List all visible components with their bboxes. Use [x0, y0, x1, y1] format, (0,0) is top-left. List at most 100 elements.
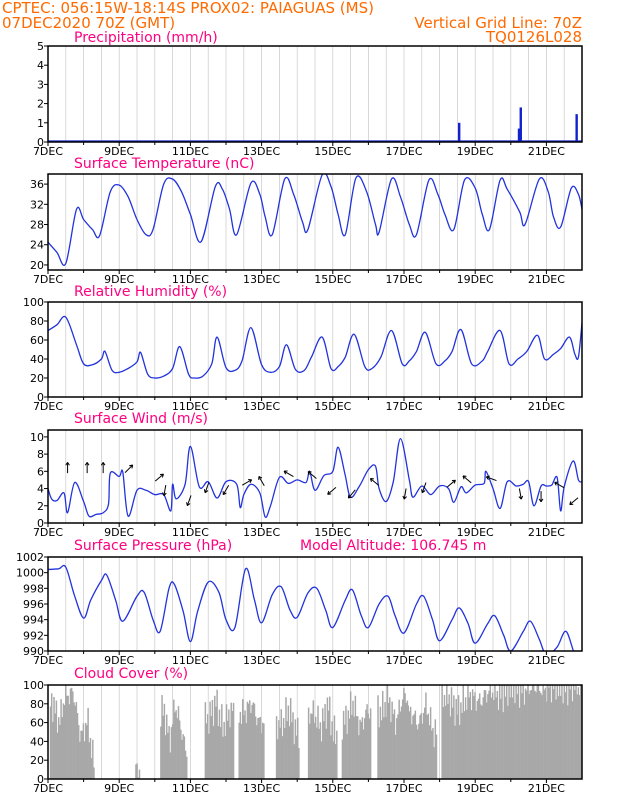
- cloud-bar: [482, 697, 484, 779]
- cloud-bar: [399, 711, 402, 779]
- x-tick-label: 19DEC: [457, 782, 494, 795]
- cloud-bar: [520, 685, 522, 779]
- wind-arrow: [446, 479, 456, 488]
- y-tick-label: 60: [30, 717, 44, 730]
- cloud-bar: [384, 702, 386, 779]
- cloud-bar: [249, 700, 251, 779]
- cloud-bar: [204, 702, 207, 779]
- rh-title: Relative Humidity (%): [74, 284, 227, 300]
- cloud-bar: [554, 685, 556, 779]
- y-tick-label: 28: [30, 219, 44, 232]
- cloud-bar: [50, 693, 53, 779]
- wind-arrow-head: [554, 481, 559, 486]
- cloud-bar: [252, 702, 255, 779]
- x-tick-label: 21DEC: [528, 273, 565, 286]
- wind-arrow: [569, 497, 579, 506]
- y-tick-label: 0: [37, 773, 44, 786]
- cloud-bar: [55, 700, 58, 779]
- cloud-bar: [86, 725, 88, 779]
- cloud-bar: [394, 734, 397, 779]
- cloud-bar: [463, 711, 466, 779]
- wind-arrow-shaft: [554, 481, 565, 489]
- cloud-bar: [533, 685, 535, 779]
- cloud-bar: [228, 709, 230, 779]
- cloud-bar: [508, 685, 510, 779]
- pressure-title: Surface Pressure (hPa): [74, 538, 232, 554]
- cloud-bar: [529, 690, 531, 779]
- cloud-bar: [446, 685, 448, 779]
- cloud-bar: [256, 725, 258, 779]
- cloud-bar: [184, 750, 187, 779]
- cloud-bar: [569, 689, 571, 779]
- rh-series-line: [48, 315, 582, 379]
- cloud-bar: [229, 727, 231, 779]
- cloud-bar: [459, 725, 461, 779]
- cloud-bar: [556, 685, 558, 779]
- cloud-bar: [239, 711, 242, 779]
- cloud-bar: [495, 697, 497, 779]
- cloud-bar: [396, 718, 398, 779]
- cloud-bar: [135, 764, 137, 779]
- wind-arrow: [154, 473, 164, 482]
- precip-title: Precipitation (mm/h): [74, 30, 218, 46]
- press-series-line: [48, 564, 575, 651]
- cloud-bar: [448, 694, 450, 779]
- x-tick-label: 17DEC: [385, 654, 422, 667]
- wind-arrow-head: [283, 470, 288, 475]
- cloud-bar: [570, 685, 573, 779]
- cloud-bar: [287, 705, 290, 779]
- cloud-bar: [408, 711, 411, 779]
- cloud-bar: [221, 704, 223, 779]
- wind-arrow: [241, 479, 253, 486]
- precip-bar: [517, 128, 521, 142]
- wind-arrow-shaft: [486, 476, 497, 482]
- cloud-bar: [514, 703, 516, 779]
- cloud-bar: [381, 690, 384, 779]
- cloud-bar: [515, 685, 517, 779]
- cloud-bar: [214, 695, 216, 779]
- y-tick-label: 36: [30, 178, 44, 191]
- wind-arrow: [462, 475, 472, 484]
- model-id: TQ0126L028: [485, 28, 582, 46]
- cloud-bar: [577, 687, 580, 779]
- x-tick-label: 7DEC: [33, 526, 63, 539]
- cloud-bar: [487, 694, 489, 779]
- cloud-bar: [177, 706, 180, 779]
- cloud-bar: [405, 702, 407, 779]
- cloud-bar: [164, 735, 167, 779]
- x-tick-label: 11DEC: [172, 273, 209, 286]
- cloud-bar: [345, 705, 347, 779]
- cloud-bar: [572, 685, 575, 779]
- x-tick-label: 21DEC: [528, 145, 565, 158]
- wind-content: [48, 437, 582, 519]
- cloud-bar: [307, 707, 310, 779]
- wind-arrow-head: [347, 494, 352, 499]
- y-tick-label: 40: [30, 353, 44, 366]
- cloud-bar: [285, 697, 287, 779]
- cloud-bar: [364, 718, 366, 779]
- y-tick-label: 3: [37, 78, 44, 91]
- wind-arrow-shaft: [307, 471, 317, 479]
- cloud-bar: [425, 692, 427, 779]
- cloud-bar: [563, 685, 566, 779]
- cloud-bar: [166, 714, 168, 779]
- x-tick-label: 9DEC: [104, 782, 134, 795]
- cloud-bar: [511, 697, 514, 779]
- cloud-bar: [59, 724, 61, 779]
- wind-arrow: [485, 475, 497, 482]
- cloud-bar: [316, 727, 318, 779]
- x-tick-label: 9DEC: [104, 145, 134, 158]
- cloud-bar: [434, 719, 437, 779]
- cloud-bar: [497, 709, 500, 779]
- cloud-bar: [390, 722, 392, 779]
- wind-arrow: [222, 485, 230, 496]
- wind-arrow: [518, 488, 524, 500]
- y-tick-label: 990: [23, 645, 44, 658]
- cloud-bar: [522, 685, 524, 779]
- wind-arrow-head: [248, 479, 253, 484]
- x-tick-label: 13DEC: [243, 654, 280, 667]
- x-tick-label: 15DEC: [314, 273, 351, 286]
- cloud-bar: [580, 685, 582, 779]
- wind-arrow-head: [186, 502, 191, 507]
- cloud-bar: [331, 721, 333, 779]
